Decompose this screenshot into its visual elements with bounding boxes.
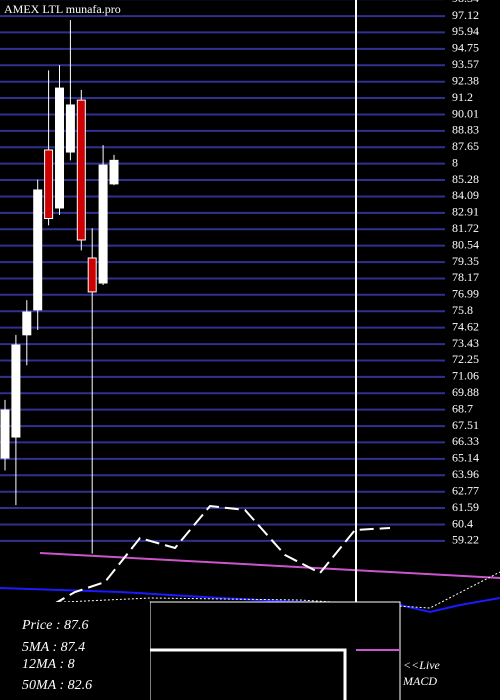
y-tick-label: 63.96 — [452, 467, 479, 481]
macd-bar — [150, 648, 347, 700]
candle-body — [33, 189, 43, 311]
pink-indicator — [39, 552, 500, 579]
y-tick-label: 60.4 — [452, 516, 473, 530]
info-50ma: 50MA : 82.6 — [22, 678, 92, 693]
y-tick-label: 73.43 — [452, 336, 479, 350]
y-tick-label: 79.35 — [452, 254, 479, 268]
y-tick-label: 84.09 — [452, 188, 479, 202]
candles — [0, 20, 119, 554]
info-12ma: 12MA : 8 — [22, 657, 75, 672]
y-tick-label: 92.38 — [452, 73, 479, 87]
y-tick-label: 62.77 — [452, 483, 479, 497]
info-box — [0, 602, 150, 700]
y-tick-label: 59.22 — [452, 533, 479, 547]
y-tick-label: 90.01 — [452, 106, 479, 120]
y-tick-label: 95.94 — [452, 24, 479, 38]
y-tick-label: 93.57 — [452, 57, 479, 71]
macd-label: MACD — [402, 674, 437, 688]
candle-body — [76, 99, 86, 241]
y-tick-label: 85.28 — [452, 172, 479, 186]
candle-body — [22, 311, 32, 336]
y-tick-label: 82.91 — [452, 205, 479, 219]
dashed-indicator — [34, 504, 391, 616]
y-tick-label: 69.88 — [452, 385, 479, 399]
y-tick-label: 74.62 — [452, 319, 479, 333]
candle-body — [11, 344, 21, 438]
y-tick-label: 72.25 — [452, 352, 479, 366]
y-tick-label: 71.06 — [452, 369, 479, 383]
candle-body — [98, 164, 108, 284]
y-tick-label: 97.12 — [452, 8, 479, 22]
y-tick-label: 76.99 — [452, 287, 479, 301]
y-tick-label: 8 — [452, 155, 458, 169]
y-tick-label: 75.8 — [452, 303, 473, 317]
y-tick-label: 80.54 — [452, 237, 479, 251]
y-tick-label: 65.14 — [452, 451, 479, 465]
y-tick-label: 67.51 — [452, 418, 479, 432]
candle-body — [55, 87, 64, 209]
candle-body — [44, 149, 54, 220]
info-price: Price : 87.6 — [21, 618, 88, 633]
y-tick-label: 78.17 — [452, 270, 479, 284]
grid — [0, 0, 445, 542]
y-tick-label: 88.83 — [452, 123, 479, 137]
candle-body — [87, 257, 97, 293]
y-tick-label: 61.59 — [452, 500, 479, 514]
y-tick-label: 66.33 — [452, 434, 479, 448]
chart-title: AMEX LTL munafa.pro — [4, 2, 121, 16]
info-5ma: 5MA : 87.4 — [22, 640, 85, 655]
macd-label: <<Live — [403, 658, 441, 672]
candle-body — [0, 409, 10, 459]
y-tick-label: 81.72 — [452, 221, 479, 235]
y-tick-label: 68.7 — [452, 401, 473, 415]
y-tick-label: 91.2 — [452, 90, 473, 104]
dotted-indicator — [0, 571, 500, 609]
y-tick-label: 87.65 — [452, 139, 479, 153]
y-tick-label: 94.75 — [452, 41, 479, 55]
candle-body — [65, 104, 75, 153]
candle-body — [109, 159, 119, 185]
y-tick-label: 98.34 — [452, 0, 479, 5]
